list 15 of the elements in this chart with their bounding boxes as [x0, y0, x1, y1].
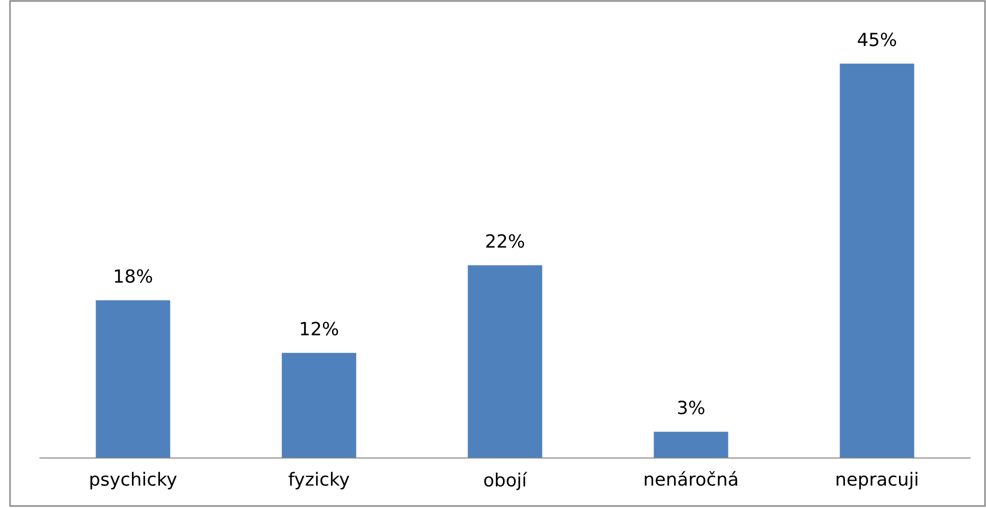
x-tick-label: obojí	[484, 472, 528, 490]
bar	[840, 64, 914, 458]
x-tick-label: nepracuji	[836, 472, 918, 490]
x-tick-label: psychicky	[90, 472, 177, 490]
data-label: 22%	[486, 234, 524, 248]
data-label: 12%	[300, 322, 338, 336]
bar	[654, 432, 728, 458]
data-label: 18%	[114, 269, 152, 283]
bar	[96, 300, 170, 458]
data-label: 45%	[858, 32, 896, 46]
bar	[282, 352, 356, 458]
x-tick-label: nenáročná	[644, 471, 738, 486]
bar	[468, 265, 542, 458]
data-label: 3%	[678, 400, 704, 414]
x-tick-label: fyzicky	[288, 472, 350, 490]
